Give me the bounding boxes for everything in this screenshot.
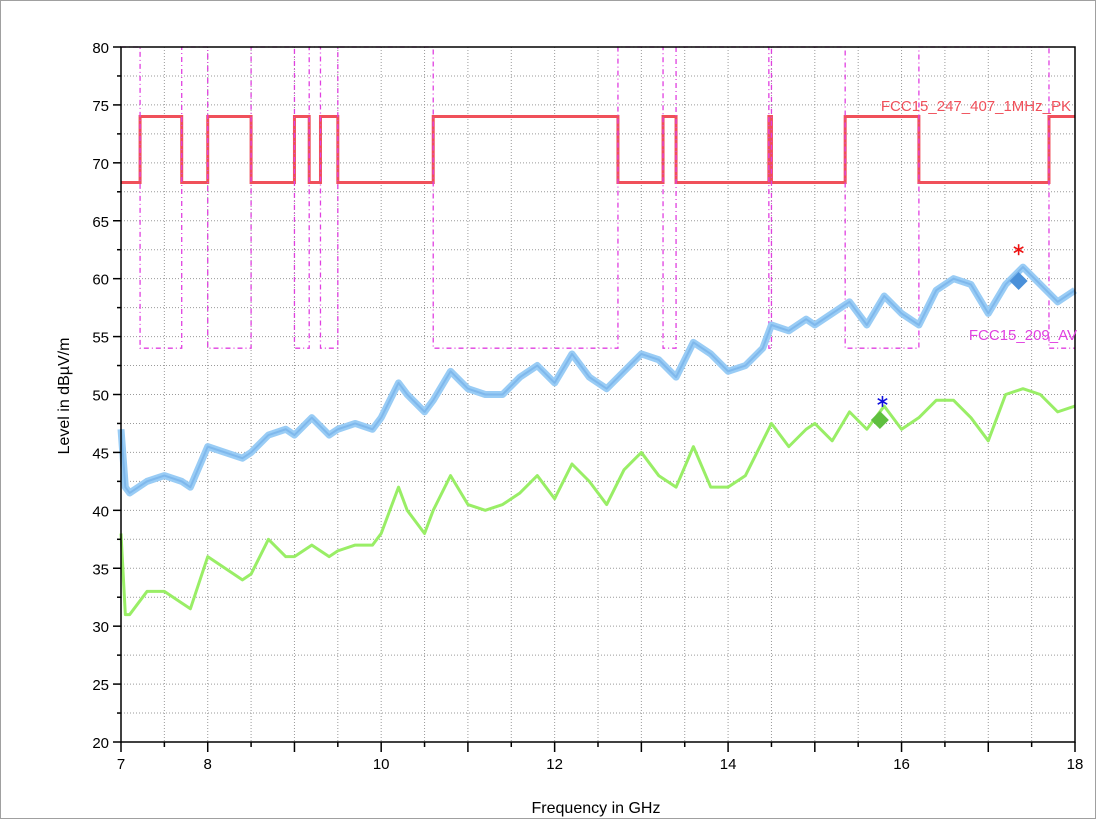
traces — [117, 263, 1077, 617]
markers — [870, 244, 1028, 429]
peak-trace-line — [120, 266, 1076, 494]
y-tick-label: 60 — [92, 272, 109, 289]
pk-limit-label: FCC15_247_407_1MHz_PK — [881, 98, 1071, 115]
x-tick-label: 14 — [720, 756, 737, 773]
axes: 20 25 30 35 40 45 50 55 60 65 70 75 80 7 8 10 12 14 16 18 — [92, 40, 1083, 773]
x-tick-label: 7 — [117, 756, 125, 773]
y-tick-label: 65 — [92, 214, 109, 231]
y-tick-label: 70 — [92, 156, 109, 173]
y-tick-label: 50 — [92, 388, 109, 405]
x-tick-label: 10 — [373, 756, 390, 773]
average-trace-line — [119, 387, 1076, 617]
y-tick-label: 35 — [92, 561, 109, 578]
y-tick-label: 25 — [92, 677, 109, 694]
x-tick-label: 18 — [1067, 756, 1084, 773]
average-diamond-marker — [870, 410, 889, 429]
y-tick-label: 40 — [92, 503, 109, 520]
x-tick-label: 8 — [204, 756, 212, 773]
peak-star-marker — [1013, 244, 1024, 256]
y-axis-title: Level in dBµV/m — [56, 338, 73, 455]
y-tick-label: 45 — [92, 445, 109, 462]
y-tick-label: 55 — [92, 330, 109, 347]
limit-lines — [121, 46, 1075, 349]
grid — [121, 47, 1075, 742]
y-tick-label: 75 — [92, 98, 109, 115]
x-axis-title: Frequency in GHz — [532, 800, 661, 817]
x-tick-label: 12 — [546, 756, 563, 773]
av-limit-line — [121, 46, 1075, 349]
av-limit-label: FCC15_209_AV — [969, 327, 1077, 344]
y-tick-label: 80 — [92, 40, 109, 57]
peak-diamond-marker — [1009, 271, 1028, 290]
y-tick-label: 30 — [92, 619, 109, 636]
y-tick-label: 20 — [92, 735, 109, 752]
average-star-marker — [877, 395, 888, 407]
x-tick-label: 16 — [893, 756, 910, 773]
